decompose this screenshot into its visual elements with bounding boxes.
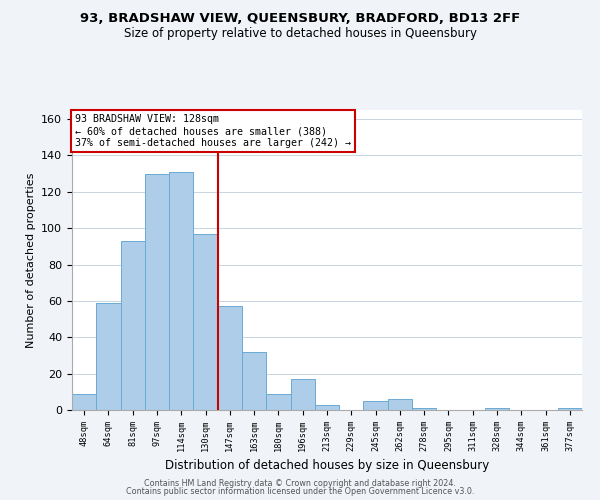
Bar — [193, 234, 218, 410]
Bar — [242, 352, 266, 410]
Bar — [558, 408, 582, 410]
Bar — [121, 241, 145, 410]
Bar — [290, 379, 315, 410]
Text: Contains HM Land Registry data © Crown copyright and database right 2024.: Contains HM Land Registry data © Crown c… — [144, 478, 456, 488]
Text: Contains public sector information licensed under the Open Government Licence v3: Contains public sector information licen… — [126, 488, 474, 496]
Bar — [218, 306, 242, 410]
Y-axis label: Number of detached properties: Number of detached properties — [26, 172, 35, 348]
Bar — [96, 302, 121, 410]
Text: Size of property relative to detached houses in Queensbury: Size of property relative to detached ho… — [124, 28, 476, 40]
Bar — [364, 401, 388, 410]
Bar — [169, 172, 193, 410]
Bar — [412, 408, 436, 410]
Bar — [388, 399, 412, 410]
Bar — [145, 174, 169, 410]
Bar — [485, 408, 509, 410]
Text: Distribution of detached houses by size in Queensbury: Distribution of detached houses by size … — [165, 458, 489, 471]
Text: 93, BRADSHAW VIEW, QUEENSBURY, BRADFORD, BD13 2FF: 93, BRADSHAW VIEW, QUEENSBURY, BRADFORD,… — [80, 12, 520, 26]
Bar — [266, 394, 290, 410]
Text: 93 BRADSHAW VIEW: 128sqm
← 60% of detached houses are smaller (388)
37% of semi-: 93 BRADSHAW VIEW: 128sqm ← 60% of detach… — [74, 114, 350, 148]
Bar — [315, 404, 339, 410]
Bar — [72, 394, 96, 410]
